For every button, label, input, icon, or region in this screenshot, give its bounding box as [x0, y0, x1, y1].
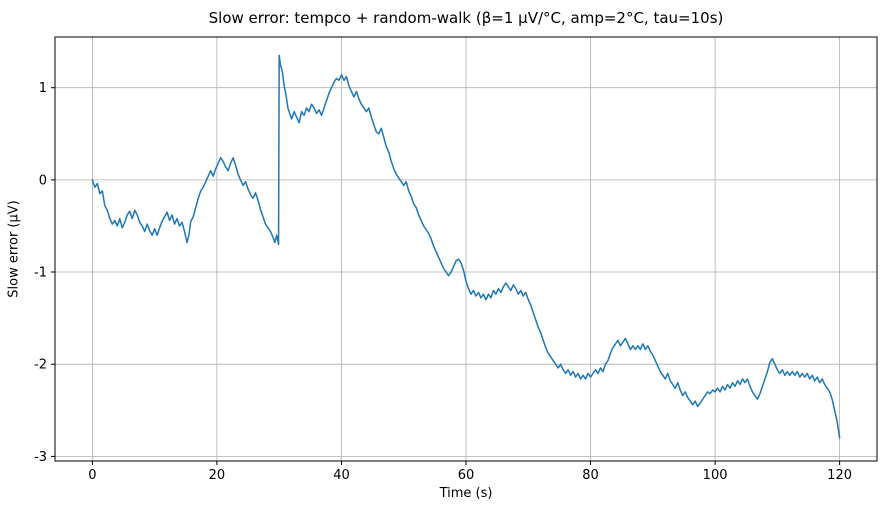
x-tick-label: 40 — [333, 468, 350, 483]
y-tick-label: -2 — [34, 358, 47, 373]
x-tick-label: 0 — [88, 468, 96, 483]
x-tick-label: 20 — [209, 468, 226, 483]
chart-title: Slow error: tempco + random-walk (β=1 μV… — [208, 9, 724, 27]
y-tick-label: 0 — [39, 173, 47, 188]
x-tick-label: 60 — [458, 468, 475, 483]
y-tick-label: -3 — [34, 450, 47, 465]
x-tick-label: 80 — [582, 468, 599, 483]
data-line — [91, 54, 841, 439]
x-tick-label: 120 — [827, 468, 852, 483]
x-tick-label: 100 — [703, 468, 728, 483]
y-tick-label: 1 — [39, 81, 47, 96]
y-tick-label: -1 — [34, 266, 47, 281]
x-axis-label: Time (s) — [439, 486, 493, 501]
